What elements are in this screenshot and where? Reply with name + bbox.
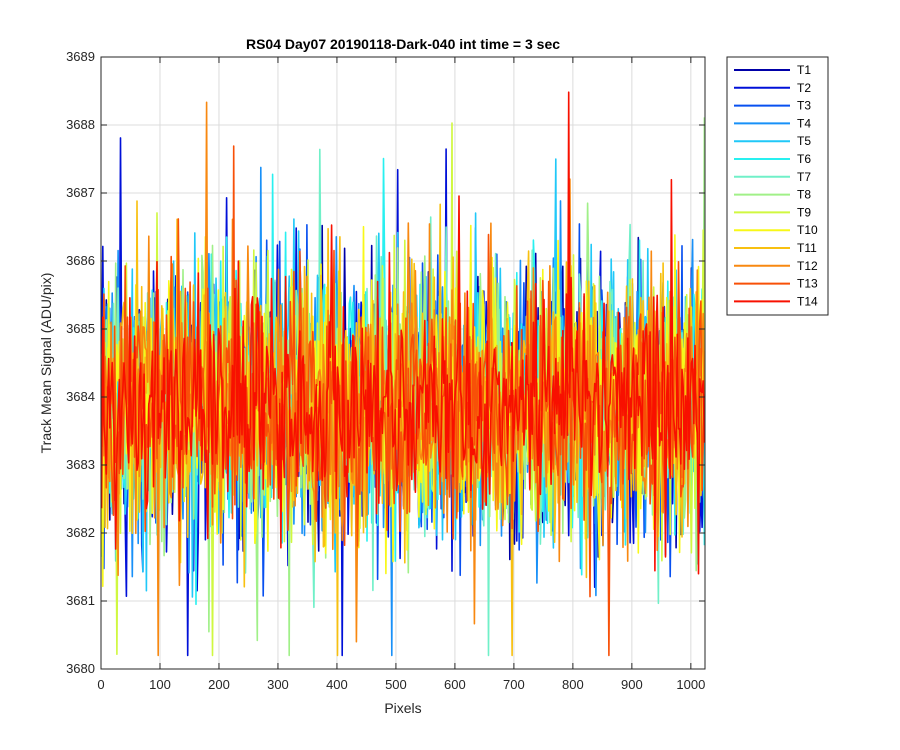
y-tick-label: 3688	[66, 117, 95, 132]
chart-title: RS04 Day07 20190118-Dark-040 int time = …	[246, 36, 560, 52]
x-tick-label: 100	[149, 677, 171, 692]
x-tick-label: 1000	[676, 677, 705, 692]
legend-label-t4: T4	[797, 116, 811, 130]
legend-label-t2: T2	[797, 81, 811, 95]
y-tick-label: 3683	[66, 457, 95, 472]
y-tick-label: 3682	[66, 525, 95, 540]
y-tick-label: 3686	[66, 253, 95, 268]
y-tick-label: 3680	[66, 661, 95, 676]
x-tick-label: 300	[267, 677, 289, 692]
series-line-t14	[100, 91, 706, 575]
legend-label-t9: T9	[797, 205, 811, 219]
legend-label-t8: T8	[797, 188, 811, 202]
y-tick-label: 3681	[66, 593, 95, 608]
legend-label-t7: T7	[797, 170, 811, 184]
legend-label-t14: T14	[797, 294, 818, 308]
legend-label-t11: T11	[797, 241, 817, 255]
x-tick-label: 800	[562, 677, 584, 692]
x-tick-label: 700	[503, 677, 525, 692]
y-axis: 3680 3681 3682 3683 3684 3685 3686 3687 3688 3689	[66, 49, 705, 676]
legend-label-t5: T5	[797, 134, 811, 148]
legend-box	[726, 56, 829, 316]
legend-label-t3: T3	[797, 99, 811, 113]
x-tick-label: 200	[208, 677, 230, 692]
legend-label-t12: T12	[797, 259, 818, 273]
x-axis-label: Pixels	[384, 700, 421, 716]
legend: T1 T2 T3 T4 T5 T6 T7 T8 T9 T10 T11 T12 T13 T14	[726, 56, 829, 316]
y-tick-label: 3685	[66, 321, 95, 336]
y-tick-label: 3689	[66, 49, 95, 64]
series-line-t13	[100, 145, 706, 657]
x-tick-label: 900	[621, 677, 643, 692]
legend-label-t13: T13	[797, 277, 818, 291]
plot-area	[100, 91, 706, 657]
legend-label-t10: T10	[797, 223, 818, 237]
x-tick-label: 400	[326, 677, 348, 692]
plot-frame	[100, 56, 706, 670]
x-tick-label: 0	[97, 677, 104, 692]
x-tick-label: 600	[444, 677, 466, 692]
legend-label-t1: T1	[797, 63, 811, 77]
x-axis: 0 100 200 300 400 500 600 700 800 900 1000	[97, 57, 705, 692]
y-axis-label: Track Mean Signal (ADU/pix)	[38, 273, 54, 454]
x-tick-label: 500	[385, 677, 407, 692]
y-tick-label: 3687	[66, 185, 95, 200]
legend-label-t6: T6	[797, 152, 811, 166]
y-tick-label: 3684	[66, 389, 95, 404]
